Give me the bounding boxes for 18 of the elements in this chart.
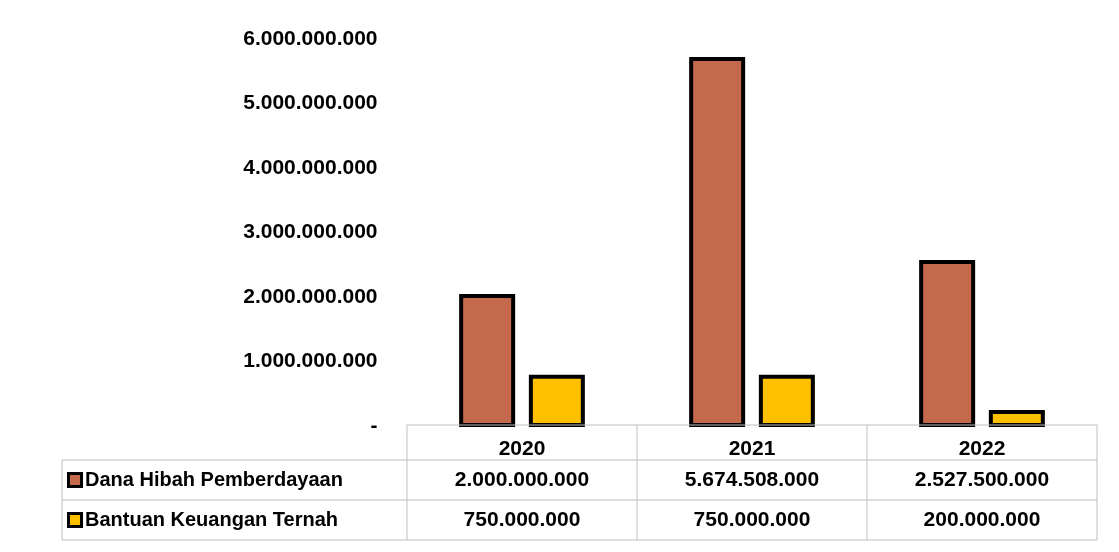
y-tick-label: - (370, 412, 378, 436)
data-label: 2.000.000.000 (454, 467, 590, 490)
y-tick-label: 3.000.000.000 (243, 219, 378, 242)
y-tick-label: 6.000.000.000 (243, 25, 378, 49)
data-label: 750.000.000 (693, 507, 811, 530)
y-tick-label: 2.000.000.000 (243, 283, 378, 307)
legend-label: Bantuan Keuangan Ternah (85, 508, 338, 530)
y-tick-label: 4.000.000.000 (243, 154, 378, 178)
x-tick-label: 2020 (498, 435, 546, 459)
data-label: 750.000.000 (463, 507, 581, 530)
y-tick-label: 1.000.000.000 (243, 348, 378, 371)
data-label: 5.674.508.000 (684, 467, 820, 490)
data-label: 2.527.500.000 (914, 467, 1050, 490)
x-tick-label: 2021 (728, 435, 776, 459)
x-tick-label: 2022 (958, 435, 1006, 459)
legend-label: Dana Hibah Pemberdayaan (85, 468, 343, 490)
data-label: 200.000.000 (923, 507, 1041, 530)
y-tick-label: 5.000.000.000 (243, 90, 378, 113)
